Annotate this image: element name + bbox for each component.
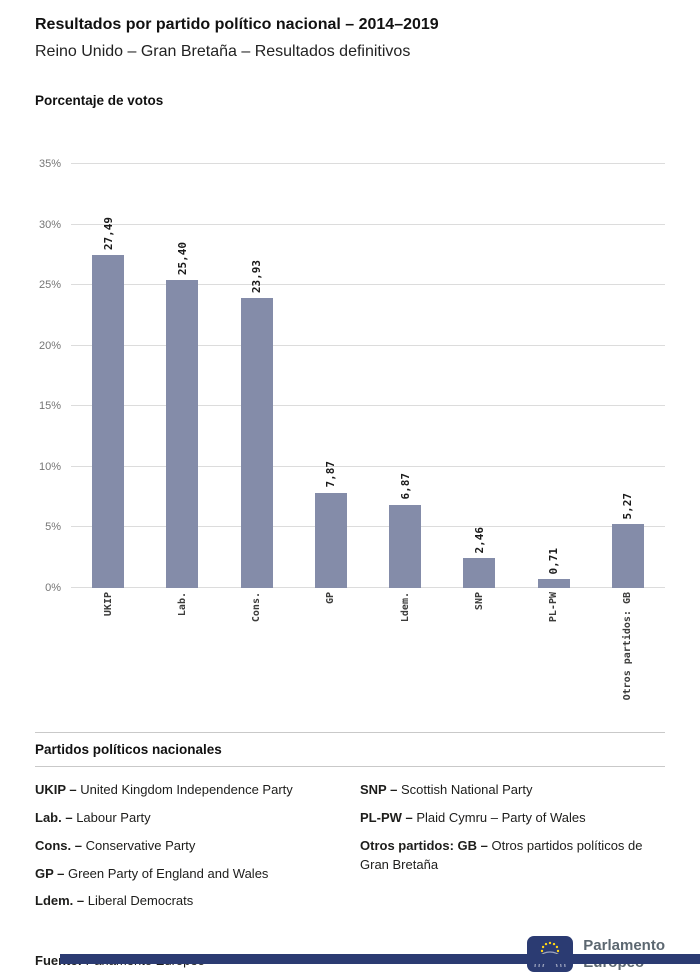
bar-chart: Porcentaje de votos 0% 5% 10% 15% 20% 25% 30% 3…	[35, 93, 665, 724]
bar-column: 2,46	[442, 164, 516, 588]
x-category-label: Cons.	[251, 592, 263, 623]
party-abbreviation: GP –	[35, 865, 65, 881]
legend-item: Ldem. – Liberal Democrats	[35, 892, 360, 911]
bar-value-label: 23,93	[250, 259, 264, 294]
bar	[240, 298, 273, 588]
bar-value-label: 2,46	[472, 526, 486, 554]
bar	[463, 558, 496, 588]
bar-column: 5,27	[591, 164, 665, 588]
plot-area: 27,49 25,40 23,93 7,87 6,87 2,46 0,71 5,27	[71, 163, 665, 588]
party-full-name: Scottish National Party	[400, 782, 533, 797]
y-tick-label: 30%	[38, 218, 61, 231]
x-label-cell: Ldem.	[368, 592, 442, 724]
bar	[92, 254, 125, 588]
legend-item: SNP – Scottish National Party	[360, 781, 665, 800]
page-subtitle: Reino Unido – Gran Bretaña – Resultados …	[35, 43, 411, 60]
y-axis: 0% 5% 10% 15% 20% 25% 30% 35%	[35, 158, 65, 594]
y-tick-label: 15%	[38, 400, 61, 413]
x-label-cell: GP	[294, 592, 368, 724]
x-category-label: PL-PW	[548, 592, 560, 623]
legend-item: GP – Green Party of England and Wales	[35, 865, 360, 884]
party-abbreviation: PL-PW –	[360, 809, 413, 825]
plot-row: 0% 5% 10% 15% 20% 25% 30% 35% 27,49 25,40 23,93 7,…	[35, 158, 665, 594]
bar-value-label: 25,40	[175, 242, 189, 276]
bar-column: 7,87	[294, 164, 368, 588]
bar-column: 23,93	[220, 164, 294, 588]
logo-line-1: Parlamento	[583, 936, 665, 954]
bottom-bar	[60, 954, 700, 964]
y-tick-label: 0%	[45, 582, 61, 594]
party-full-name: Otros partidos políticos de Gran Bretaña	[360, 837, 643, 872]
bar	[611, 524, 644, 588]
x-category-label: Otros partidos: GB	[622, 592, 634, 701]
party-abbreviation: Ldem. –	[35, 893, 85, 909]
bar-column: 6,87	[368, 164, 442, 588]
party-abbreviation: Otros partidos: GB –	[360, 837, 488, 853]
legend-column: SNP – Scottish National Party PL-PW – Pla…	[360, 781, 665, 920]
gridline	[71, 284, 665, 286]
legend-item: Otros partidos: GB – Otros partidos polí…	[360, 837, 665, 875]
x-label-cell: Otros partidos: GB	[591, 592, 665, 724]
gridline	[71, 465, 665, 467]
x-category-label: Lab.	[176, 592, 188, 617]
x-category-label: GP	[325, 592, 337, 605]
gridline	[71, 587, 665, 588]
y-tick-label: 25%	[38, 279, 61, 292]
x-category-label: Ldem.	[399, 592, 411, 623]
legend-column: UKIP – United Kingdom Independence Party…	[35, 781, 360, 920]
page-title: Resultados por partido político nacional…	[35, 16, 439, 33]
y-tick-label: 35%	[38, 158, 61, 170]
gridline	[71, 344, 665, 346]
x-category-label: UKIP	[102, 592, 114, 617]
bars: 27,49 25,40 23,93 7,87 6,87 2,46 0,71 5,27	[71, 164, 665, 588]
y-tick-label: 20%	[38, 339, 61, 352]
y-tick-label: 5%	[45, 521, 61, 534]
bar-column: 27,49	[71, 164, 145, 588]
bar-value-label: 5,27	[621, 492, 635, 520]
legend-heading: Partidos políticos nacionales	[35, 732, 665, 767]
legend-item: Lab. – Labour Party	[35, 809, 360, 828]
bar-column: 25,40	[145, 164, 219, 588]
bar-value-label: 0,71	[547, 547, 561, 575]
x-axis-labels: UKIP Lab. Cons. GP Ldem. SNP PL-PW Otros partid…	[35, 592, 665, 724]
party-abbreviation: SNP –	[360, 782, 398, 797]
legend-item: Cons. – Conservative Party	[35, 837, 360, 856]
x-label-cell: SNP	[442, 592, 516, 724]
party-full-name: Conservative Party	[85, 837, 196, 853]
bar	[166, 280, 199, 588]
party-legend: Partidos políticos nacionales UKIP – Uni…	[35, 732, 665, 920]
bar	[389, 504, 422, 588]
x-label-cell: Lab.	[145, 592, 219, 724]
x-axis-spacer	[35, 592, 71, 724]
gridline	[71, 526, 665, 528]
party-full-name: Labour Party	[76, 809, 151, 825]
legend-item: PL-PW – Plaid Cymru – Party of Wales	[360, 809, 665, 828]
chart-title: Porcentaje de votos	[35, 93, 164, 108]
party-abbreviation: UKIP –	[35, 782, 77, 797]
party-full-name: United Kingdom Independence Party	[80, 782, 293, 797]
party-full-name: Liberal Democrats	[87, 893, 194, 909]
bar	[314, 492, 347, 588]
party-abbreviation: Cons. –	[35, 837, 82, 853]
gridline	[71, 223, 665, 225]
party-abbreviation: Lab. –	[35, 809, 73, 825]
gridline	[71, 163, 665, 164]
bar-value-label: 27,49	[101, 216, 115, 250]
bar-value-label: 7,87	[324, 461, 338, 488]
party-full-name: Green Party of England and Wales	[68, 865, 269, 881]
party-full-name: Plaid Cymru – Party of Wales	[416, 809, 586, 825]
gridline	[71, 405, 665, 407]
x-label-cell: PL-PW	[517, 592, 591, 724]
bar-value-label: 6,87	[398, 473, 412, 500]
x-label-cell: UKIP	[71, 592, 145, 724]
x-category-label: SNP	[473, 592, 485, 611]
bar-column: 0,71	[517, 164, 591, 588]
bar	[537, 579, 570, 588]
legend-item: UKIP – United Kingdom Independence Party	[35, 781, 360, 800]
x-label-cell: Cons.	[220, 592, 294, 724]
y-tick-label: 10%	[38, 460, 61, 473]
legend-columns: UKIP – United Kingdom Independence Party…	[35, 781, 665, 920]
